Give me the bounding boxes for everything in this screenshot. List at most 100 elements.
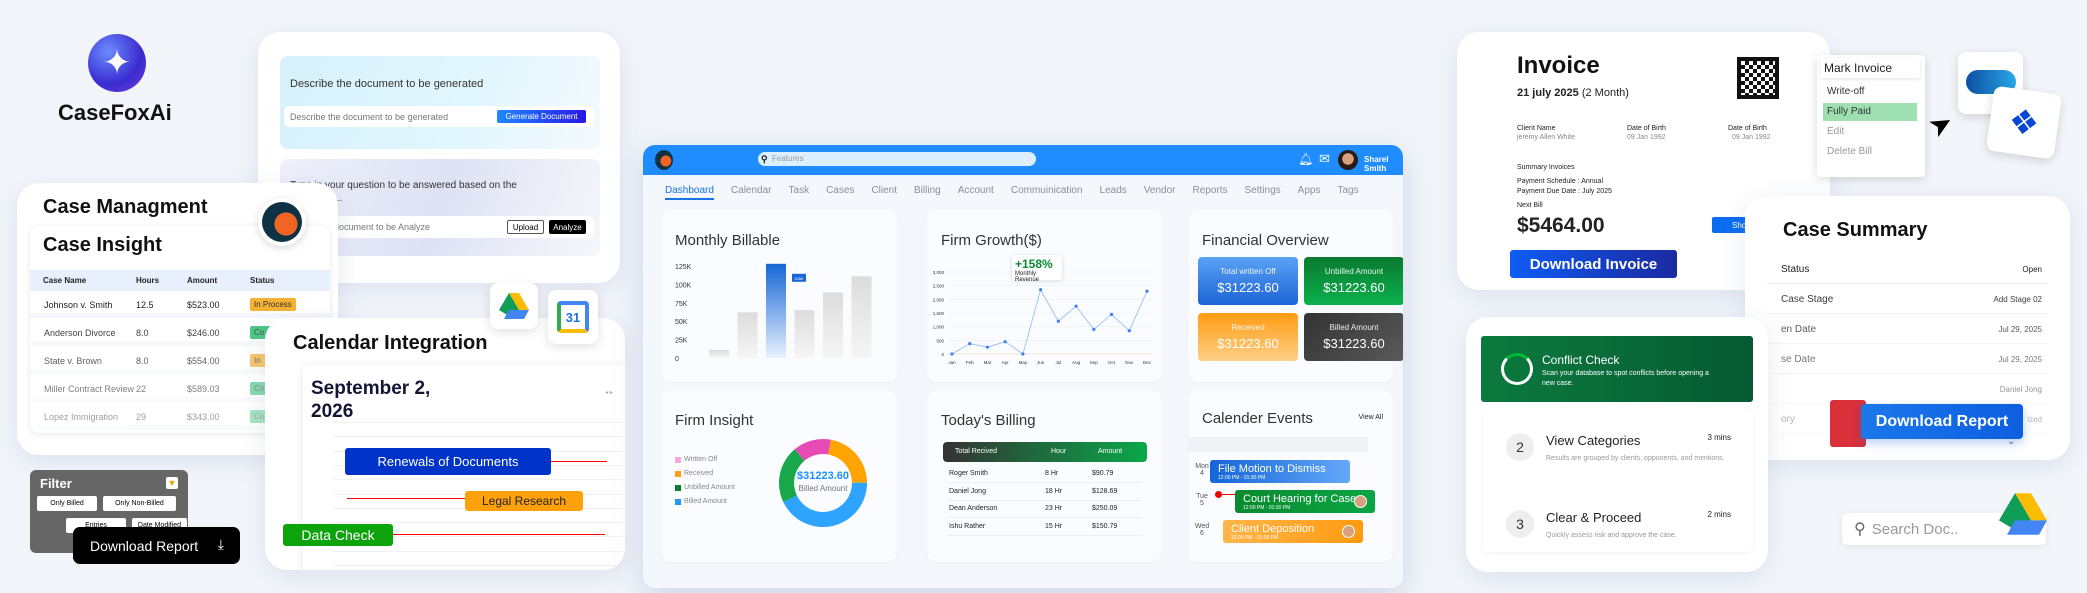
dob2-value: 09 Jan 1992 [1732,134,1771,141]
search-doc-placeholder: Search Doc.. [1871,520,1959,538]
event-legal-research[interactable]: Legal Research [465,491,583,511]
day-number: 6 [1200,530,1204,537]
y-tick-label: 2,500 [933,284,945,289]
col-hour: Hour [1051,448,1067,455]
tab-calendar[interactable]: Calendar [730,185,772,196]
x-tick-label: Jul [1055,360,1061,365]
data-point [968,342,972,346]
x-tick-label: Nov [1125,360,1134,365]
donut-slice-received [828,439,867,483]
case-hours: 12.5 [136,299,154,310]
user-name[interactable]: Sharel Smith [1364,155,1389,173]
x-tick-label: Jan [948,360,956,365]
menu-item-fully-paid[interactable]: Fully Paid [1823,103,1917,121]
data-point [1127,329,1131,333]
data-point [1003,340,1007,344]
tab-cases[interactable]: Cases [826,185,855,196]
download-report-dark-button[interactable]: Download Report ⤓ [73,527,240,564]
search-doc-input[interactable]: ⚲ Search Doc.. [1842,513,2046,545]
google-drive-icon [490,283,538,329]
event-renewals[interactable]: Renewals of Documents [345,448,551,475]
tab-commuinication[interactable]: Commuinication [1010,185,1083,196]
mail-icon[interactable]: ✉ [1319,151,1330,166]
tab-apps[interactable]: Apps [1297,185,1321,196]
filter-only-non-billed[interactable]: Only Non-Billed [103,496,176,511]
row-divider [947,499,1142,501]
finance-tile[interactable]: Total written Off $31223.60 [1198,257,1298,305]
tab-dashboard[interactable]: Dashboard [665,185,714,200]
calendar-event[interactable]: File Motion to Dismiss 12:00 PM - 01:30 P… [1210,460,1350,483]
menu-item-write-off[interactable]: Write-off [1827,86,1865,97]
chevron-down-icon[interactable]: ⌄ [2007,436,2016,447]
bar [851,276,872,358]
tab-leads[interactable]: Leads [1099,185,1127,196]
feature-search-input[interactable]: ⚲ Features [758,152,1036,166]
case-row[interactable]: Johnson v. Smith 12.5 $523.00 In Process [30,296,330,318]
connector-line [393,534,605,535]
generate-document-button[interactable]: Generate Document [497,110,586,123]
conflict-check-banner[interactable]: Conflict Check Scan your database to spo… [1481,336,1753,402]
calendar-event[interactable]: Client Deposition 12:00 PM - 01:30 PM [1223,520,1363,543]
case-amount: $343.00 [187,411,220,422]
generate-placeholder: Describe the document to be generated [290,111,449,122]
download-report-button[interactable]: Download Report [1861,404,2023,439]
x-tick-label: Dec [1143,360,1152,365]
menu-item-delete-bill[interactable]: Delete Bill [1827,146,1873,157]
summary-row: se Date Jul 29, 2025 [1767,346,2048,374]
analyze-input[interactable]: document to be Analyze Upload Analyze [284,216,594,238]
tab-billing[interactable]: Billing [914,185,941,196]
y-tick-label: 75K [675,301,688,308]
tab-tags[interactable]: Tags [1337,185,1359,196]
case-name: Johnson v. Smith [44,299,113,310]
tab-settings[interactable]: Settings [1244,185,1281,196]
tab-reports[interactable]: Reports [1192,185,1228,196]
invoice-title: Invoice [1517,52,1600,79]
donut-center: $31223.60 Billed Amount [768,470,878,493]
donut-center-value: $31223.60 [797,470,849,482]
finance-tile[interactable]: Received $31223.60 [1198,313,1298,361]
donut-slice-unbilled-amount [779,449,805,503]
menu-item-edit[interactable]: Edit [1827,126,1845,137]
summary-value: Jul 29, 2025 [1998,355,2042,364]
analyze-button[interactable]: Analyze [549,220,586,234]
step-number: 2 [1506,433,1534,461]
connector-line [347,498,465,499]
y-tick-label: 1,000 [933,325,945,330]
donut-center-label: Billed Amount [798,484,848,493]
funnel-icon[interactable]: ▼ [166,477,178,489]
x-tick-label: Aug [1072,360,1081,365]
search-placeholder: Features [772,154,804,163]
steps-panel: 2 View Categories 3 mins Results are groupe… [1483,410,1753,552]
legend-swatch [675,470,681,477]
case-row[interactable]: Anderson Divorce 8.0 $246.00 Co [30,324,330,346]
case-hours: 8.0 [136,355,149,366]
upload-button[interactable]: Upload [507,220,544,234]
generate-input[interactable]: Describe the document to be generated Ge… [284,106,594,127]
tab-task[interactable]: Task [788,185,810,196]
filter-only-billed[interactable]: Only Billed [37,496,97,511]
bell-icon[interactable]: 🔔︎ [1298,152,1314,166]
view-all-link[interactable]: View All [1358,414,1383,421]
firm-growth-card: Firm Growth($) 0 500 1,000 1,500 2,000 2,500 3… [927,210,1162,382]
x-tick-label: Sep [1090,360,1099,365]
col-hours: Hours [136,276,160,285]
payment-schedule: Payment Schedule : Annual [1517,178,1604,185]
tab-account[interactable]: Account [957,185,994,196]
tab-client[interactable]: Client [871,185,898,196]
event-data-check[interactable]: Data Check [283,524,393,546]
show-button[interactable]: Sho [1712,217,1752,233]
x-tick-label: Feb [966,360,974,365]
search-icon: ⚲ [761,154,768,164]
summary-value: Daniel Jong [1999,385,2042,394]
prev-next-arrows[interactable]: ◂ ▸ [605,390,613,396]
calendar-event[interactable]: Court Hearing for Case 12:00 PM - 01:30 P… [1235,490,1375,513]
tab-vendor[interactable]: Vendor [1143,185,1176,196]
tile-value: $31223.60 [1217,336,1279,351]
download-invoice-button[interactable]: Download Invoice [1510,250,1677,278]
finance-tile[interactable]: Billed Amount $31223.60 [1304,313,1403,361]
mark-invoice-title: Mark Invoice [1820,58,1920,78]
case-name: Anderson Divorce [44,327,116,338]
finance-tile[interactable]: Unbilled Amount $31223.60 [1304,257,1403,305]
dob2-label: Date of Birth [1728,125,1767,132]
user-avatar[interactable] [1338,150,1358,170]
